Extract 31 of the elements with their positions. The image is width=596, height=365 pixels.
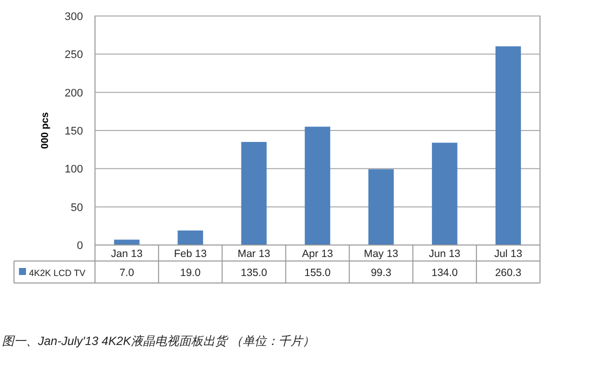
- legend-label: 4K2K LCD TV: [29, 268, 86, 278]
- y-tick-label: 300: [64, 11, 83, 23]
- x-tick-label: May 13: [364, 248, 398, 260]
- data-label: 134.0: [432, 267, 458, 279]
- y-tick-label: 200: [64, 87, 83, 100]
- y-tick-label: 100: [64, 164, 83, 176]
- bar: [368, 169, 394, 245]
- bar: [241, 142, 267, 245]
- y-tick-label: 50: [70, 202, 83, 214]
- x-tick-label: Jul 13: [494, 248, 522, 260]
- text: 图一、Jan-July'13 4K2K液晶电视面板出货 （单位：千片）: [2, 334, 314, 348]
- bar: [114, 240, 140, 245]
- bar: [432, 142, 458, 245]
- bar: [496, 46, 521, 245]
- x-tick-label: Jan 13: [111, 248, 143, 260]
- x-tick-label: Jun 13: [428, 248, 461, 260]
- data-label: 7.0: [119, 267, 134, 279]
- y-tick-label: 0: [76, 240, 83, 252]
- bar: [178, 230, 204, 245]
- data-label: 155.0: [304, 267, 331, 279]
- bar: [304, 126, 330, 245]
- y-tick-label: 150: [64, 126, 83, 138]
- data-label: 19.0: [180, 267, 201, 279]
- y-axis-title: 000 pcs: [40, 112, 51, 149]
- data-label: 99.3: [370, 267, 392, 279]
- x-tick-label: Mar 13: [238, 248, 270, 260]
- x-tick-label: Feb 13: [174, 248, 207, 260]
- x-tick-label: Apr 13: [302, 248, 334, 260]
- data-label: 260.3: [495, 267, 522, 279]
- data-label: 135.0: [240, 267, 268, 279]
- y-tick-label: 250: [64, 49, 83, 62]
